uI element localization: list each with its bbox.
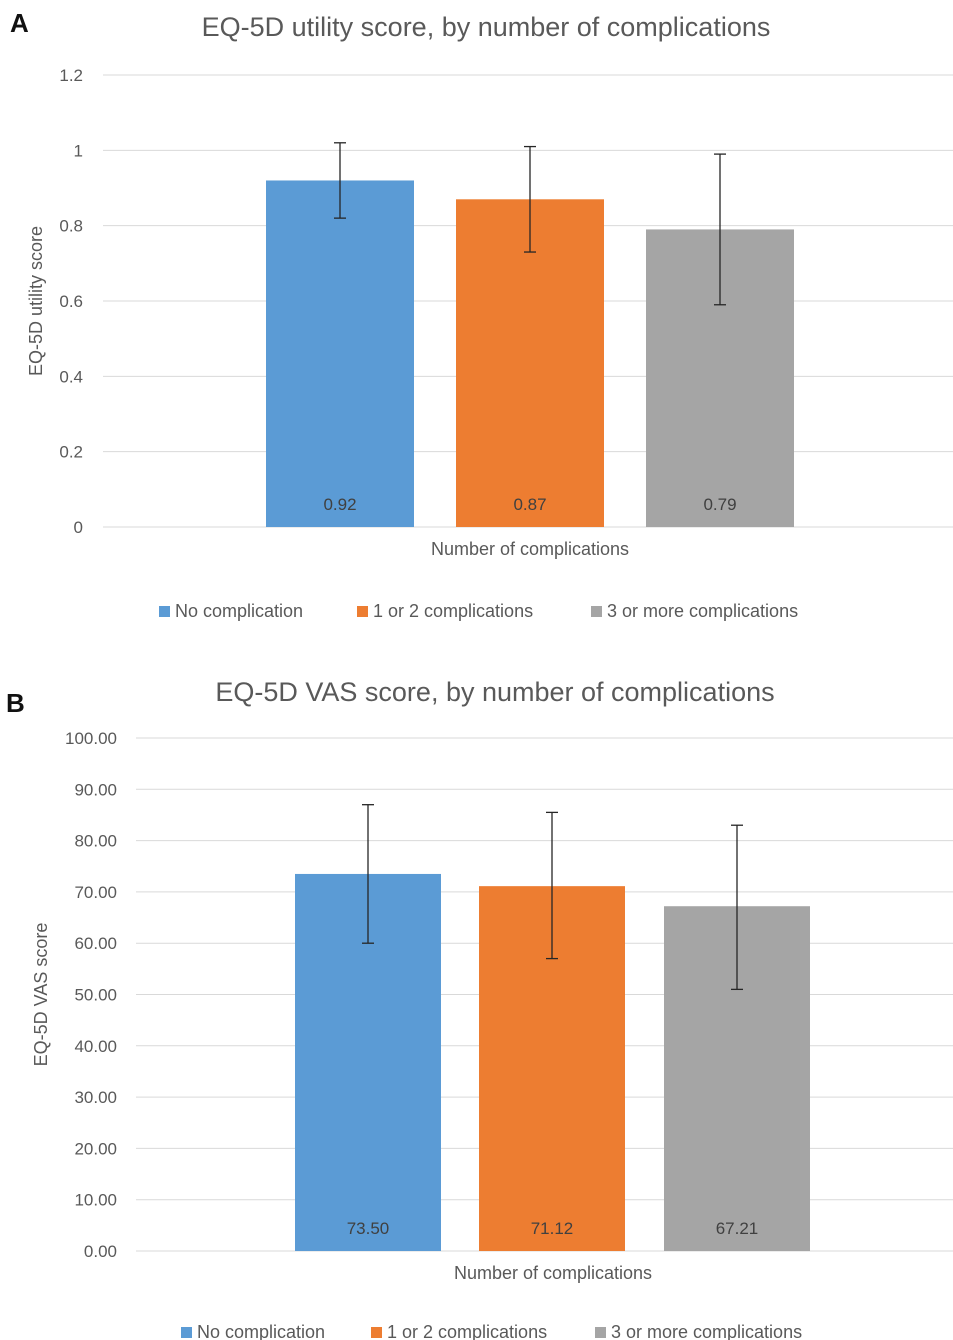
legend-swatch [371,1327,382,1338]
data-label: 0.87 [513,495,546,514]
y-tick-label: 0.8 [59,217,83,236]
y-tick-label: 10.00 [74,1191,117,1210]
y-tick-label: 0.00 [84,1242,117,1261]
y-tick-label: 0 [74,518,83,537]
legend-swatch [159,606,170,617]
legend-swatch [181,1327,192,1338]
y-tick-label: 90.00 [74,780,117,799]
legend-swatch [357,606,368,617]
legend-entry: 3 or more complications [607,601,798,621]
y-tick-label: 0.4 [59,367,83,386]
y-tick-label: 0.6 [59,292,83,311]
y-tick-label: 80.00 [74,832,117,851]
y-tick-label: 40.00 [74,1037,117,1056]
y-tick-label: 0.2 [59,443,83,462]
chart-title: EQ-5D utility score, by number of compli… [202,12,771,42]
y-tick-label: 100.00 [65,729,117,748]
panel-letter-b: B [6,688,25,718]
y-tick-label: 1 [74,141,83,160]
x-axis-label: Number of complications [454,1263,652,1283]
legend-entry: 3 or more complications [611,1322,802,1340]
legend-swatch [595,1327,606,1338]
chart-utility-score: EQ-5D utility score, by number of compli… [26,12,953,621]
data-label: 67.21 [716,1219,759,1238]
y-tick-label: 30.00 [74,1088,117,1107]
panel-letter-a: A [10,8,29,38]
y-tick-label: 50.00 [74,986,117,1005]
x-axis-label: Number of complications [431,539,629,559]
data-label: 73.50 [347,1219,390,1238]
data-label: 0.92 [323,495,356,514]
y-axis-label: EQ-5D VAS score [31,923,51,1067]
y-tick-label: 70.00 [74,883,117,902]
legend-entry: 1 or 2 complications [387,1322,547,1340]
data-label: 0.79 [703,495,736,514]
legend-swatch [591,606,602,617]
chart-vas-score: EQ-5D VAS score, by number of complicati… [31,677,953,1340]
y-tick-label: 1.2 [59,66,83,85]
data-label: 71.12 [531,1219,574,1238]
bar [456,199,604,528]
y-tick-label: 20.00 [74,1139,117,1158]
bar [266,180,414,527]
legend-entry: No complication [197,1322,325,1340]
legend-entry: 1 or 2 complications [373,601,533,621]
legend-entry: No complication [175,601,303,621]
y-tick-label: 60.00 [74,934,117,953]
y-axis-label: EQ-5D utility score [26,226,46,376]
chart-title: EQ-5D VAS score, by number of complicati… [215,677,774,707]
